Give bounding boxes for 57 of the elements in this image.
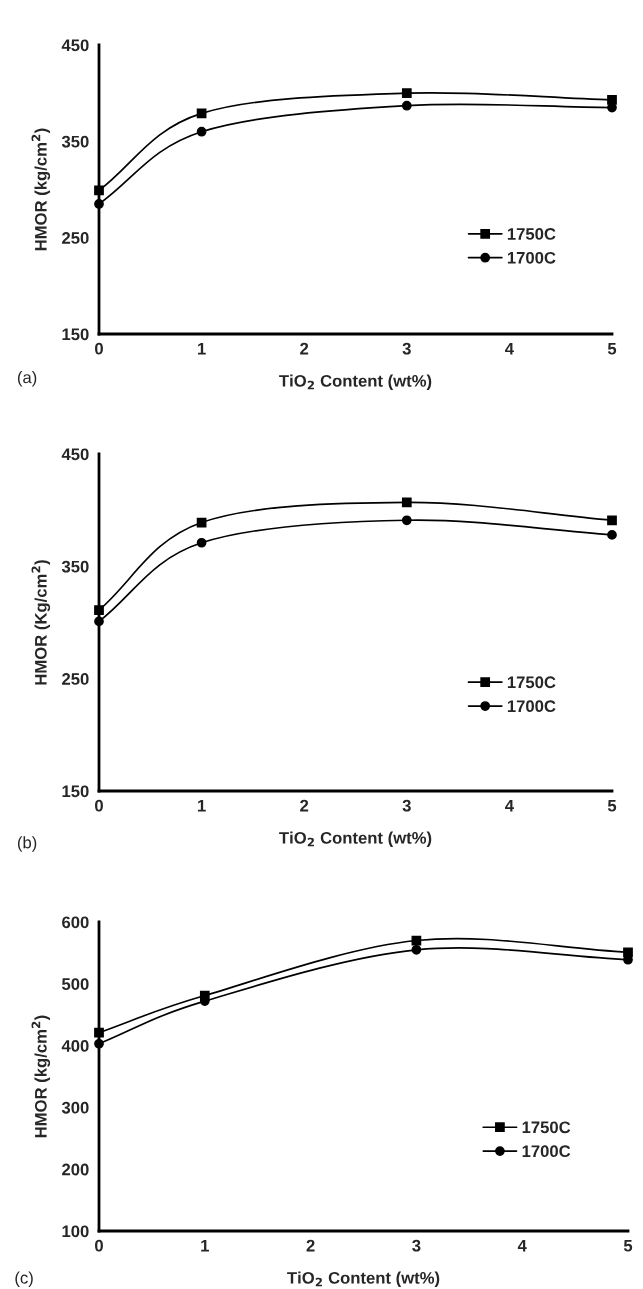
y-tick-label: 100 [62, 1225, 89, 1238]
x-tick-label: 0 [95, 1239, 103, 1252]
y-tick-label: 600 [62, 916, 89, 929]
x-tick-label: 1 [198, 799, 206, 812]
y-tick-label: 150 [62, 328, 89, 341]
x-tick-label: 3 [402, 799, 411, 812]
y-tick-label: 150 [62, 785, 89, 798]
y-axis-title: HMOR (kg/cm$^{2}$) [31, 128, 51, 251]
y-tick-label: 200 [62, 1163, 89, 1176]
x-tick-label: 2 [300, 799, 309, 812]
y-tick-label: 350 [61, 560, 89, 573]
x-tick-label: 0 [95, 342, 103, 355]
legend-label: 1700C [507, 251, 556, 264]
point [411, 944, 422, 955]
y-tick-label: 500 [61, 978, 89, 990]
legend-label: 1700C [522, 1145, 571, 1158]
x-tick-label: 1 [198, 342, 206, 355]
legend-label: 1750C [522, 1121, 571, 1134]
text: (b) [17, 836, 37, 852]
legend-label: 1700C [507, 700, 556, 713]
point [607, 530, 617, 540]
point [401, 88, 412, 99]
x-axis-title: TiO$_{2}$ Content (wt%) [287, 1271, 440, 1288]
x-tick-label: 3 [402, 342, 411, 355]
text: (a) [17, 371, 37, 387]
y-tick-label: 400 [61, 1040, 89, 1052]
x-tick-label: 5 [607, 799, 617, 812]
y-tick-label: 300 [61, 1101, 89, 1114]
point [196, 537, 207, 548]
y-tick-label: 250 [62, 673, 89, 685]
point [401, 497, 412, 508]
x-axis-title: TiO$_{2}$ Content (wt%) [279, 831, 432, 848]
point [607, 515, 617, 526]
x-tick-label: 5 [607, 342, 617, 355]
legend-label: 1750C [507, 676, 556, 689]
x-tick-label: 4 [517, 1239, 527, 1252]
y-tick-label: 450 [61, 39, 89, 52]
y-axis-title: HMOR (Kg/cm$^{2}$) [31, 560, 51, 685]
x-tick-label: 4 [505, 799, 514, 812]
x-tick-label: 2 [300, 342, 309, 355]
x-tick-label: 0 [95, 799, 103, 812]
point [607, 95, 617, 105]
x-tick-label: 1 [201, 1239, 209, 1252]
point [401, 100, 412, 111]
y-tick-label: 350 [61, 135, 89, 148]
x-axis-title: TiO$_{2}$ Content (wt%) [279, 374, 432, 391]
point [401, 515, 412, 526]
x-tick-label: 4 [505, 342, 514, 355]
y-axis-title: HMOR (kg/cm$^{2}$) [31, 1015, 51, 1138]
x-tick-label: 5 [623, 1239, 633, 1252]
point [196, 126, 207, 137]
text: (c) [15, 1271, 33, 1287]
y-tick-label: 450 [61, 448, 89, 461]
y-tick-label: 250 [62, 232, 89, 244]
legend-label: 1750C [507, 228, 556, 240]
x-tick-label: 2 [306, 1239, 315, 1252]
x-tick-label: 3 [412, 1239, 421, 1252]
